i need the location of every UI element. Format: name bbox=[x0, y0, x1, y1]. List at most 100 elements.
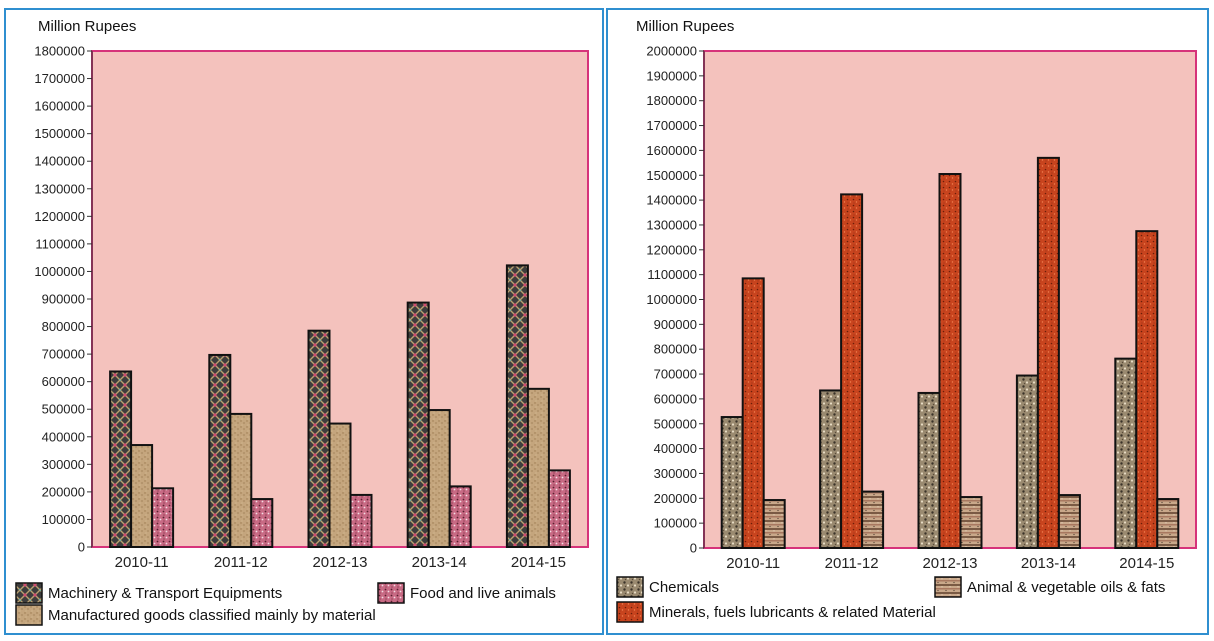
bar bbox=[151, 487, 175, 549]
y-tick-label: 500000 bbox=[654, 416, 697, 431]
y-tick-label: 800000 bbox=[42, 319, 85, 334]
bar bbox=[328, 422, 352, 549]
bar bbox=[720, 416, 744, 549]
x-tick-label: 2010-11 bbox=[115, 554, 169, 571]
bar bbox=[741, 277, 765, 549]
y-tick-label: 1500000 bbox=[34, 126, 85, 141]
x-tick-label: 2012-13 bbox=[922, 555, 977, 572]
x-tick-label: 2013-14 bbox=[412, 554, 467, 571]
y-tick-label: 1700000 bbox=[646, 118, 697, 133]
y-tick-label: 1400000 bbox=[34, 154, 85, 169]
bar bbox=[1114, 357, 1138, 549]
legend-label: Machinery & Transport Equipments bbox=[48, 585, 282, 602]
y-tick-label: 1200000 bbox=[34, 209, 85, 224]
y-tick-label: 600000 bbox=[42, 374, 85, 389]
legend: Machinery & Transport Equipments Food and… bbox=[15, 582, 556, 626]
bar bbox=[1057, 494, 1081, 549]
y-tick-label: 900000 bbox=[654, 317, 697, 332]
bar bbox=[1135, 230, 1159, 549]
bar bbox=[840, 193, 864, 550]
y-tick-label: 400000 bbox=[42, 429, 85, 444]
y-tick-label: 300000 bbox=[654, 466, 697, 481]
legend-label: Minerals, fuels lubricants & related Mat… bbox=[649, 604, 936, 621]
y-tick-label: 1800000 bbox=[34, 44, 85, 59]
legend-swatch bbox=[616, 576, 644, 598]
y-tick-label: 300000 bbox=[42, 457, 85, 472]
legend-swatch bbox=[377, 582, 405, 604]
y-tick-label: 700000 bbox=[654, 367, 697, 382]
y-tick-label: 200000 bbox=[654, 491, 697, 506]
bar bbox=[448, 485, 472, 548]
y-tick-label: 1400000 bbox=[646, 193, 697, 208]
bar bbox=[861, 490, 885, 550]
y-tick-label: 1000000 bbox=[646, 292, 697, 307]
panel-frame bbox=[4, 8, 604, 635]
bar bbox=[938, 173, 962, 549]
bar bbox=[250, 498, 274, 549]
y-tick-label: 1300000 bbox=[646, 217, 697, 232]
bar bbox=[547, 469, 571, 549]
y-tick-label: 200000 bbox=[42, 484, 85, 499]
legend-label: Animal & vegetable oils & fats bbox=[967, 579, 1165, 596]
y-tick-label: 1500000 bbox=[646, 168, 697, 183]
chart-panel-2: Million Rupees 0 100000 200000 300000 400000 5… bbox=[606, 8, 1209, 635]
y-tick-label: 0 bbox=[78, 540, 85, 555]
y-tick-label: 2000000 bbox=[646, 44, 697, 59]
y-tick-label: 1600000 bbox=[646, 143, 697, 158]
x-tick-label: 2011-12 bbox=[214, 554, 268, 571]
y-tick-label: 1100000 bbox=[35, 236, 85, 251]
y-tick-label: 900000 bbox=[42, 292, 85, 307]
bar bbox=[130, 444, 154, 548]
legend-label: Manufactured goods classified mainly by … bbox=[48, 607, 376, 624]
y-tick-label: 1900000 bbox=[646, 68, 697, 83]
legend-swatch bbox=[15, 582, 43, 604]
y-tick-label: 0 bbox=[690, 541, 697, 556]
bar bbox=[349, 493, 373, 549]
panel-frame bbox=[606, 8, 1209, 635]
y-tick-label: 600000 bbox=[654, 391, 697, 406]
bar bbox=[1015, 374, 1039, 549]
x-tick-label: 2014-15 bbox=[511, 554, 566, 571]
y-tick-label: 400000 bbox=[654, 441, 697, 456]
legend-label: Food and live animals bbox=[410, 585, 556, 602]
y-tick-label: 1700000 bbox=[34, 71, 85, 86]
bar bbox=[762, 499, 786, 549]
y-tick-label: 1200000 bbox=[646, 242, 697, 257]
bar bbox=[406, 301, 430, 548]
bar bbox=[917, 391, 941, 549]
y-tick-label: 1800000 bbox=[646, 93, 697, 108]
x-tick-label: 2012-13 bbox=[312, 554, 367, 571]
bar bbox=[307, 329, 331, 549]
y-tick-label: 100000 bbox=[42, 512, 85, 527]
y-tick-label: 100000 bbox=[654, 516, 697, 531]
legend-label: Chemicals bbox=[649, 579, 719, 596]
bar bbox=[526, 387, 550, 548]
bar bbox=[959, 496, 983, 549]
legend-swatch bbox=[934, 576, 962, 598]
bar bbox=[819, 389, 843, 549]
bar bbox=[109, 370, 133, 548]
bar bbox=[229, 412, 253, 549]
y-tick-label: 500000 bbox=[42, 402, 85, 417]
unit-label: Million Rupees bbox=[38, 18, 136, 35]
y-tick-label: 700000 bbox=[42, 347, 85, 362]
legend-swatch bbox=[15, 604, 43, 626]
x-tick-label: 2014-15 bbox=[1119, 555, 1174, 572]
unit-label: Million Rupees bbox=[636, 18, 734, 35]
y-tick-label: 1100000 bbox=[647, 267, 697, 282]
y-tick-label: 800000 bbox=[654, 342, 697, 357]
bar bbox=[1156, 498, 1180, 549]
legend-swatch bbox=[616, 601, 644, 623]
bar bbox=[208, 353, 232, 548]
y-tick-label: 1300000 bbox=[34, 181, 85, 196]
legend: Chemicals Animal & vegetable oils & fats M… bbox=[616, 576, 1165, 623]
x-tick-label: 2013-14 bbox=[1021, 555, 1076, 572]
chart-panel-1: Million Rupees 0 100000 200000 300000 400000 5… bbox=[4, 8, 604, 635]
y-tick-label: 1600000 bbox=[34, 99, 85, 114]
x-tick-label: 2010-11 bbox=[726, 555, 780, 572]
bar bbox=[427, 409, 451, 548]
bar bbox=[505, 264, 529, 548]
y-tick-label: 1000000 bbox=[34, 264, 85, 279]
